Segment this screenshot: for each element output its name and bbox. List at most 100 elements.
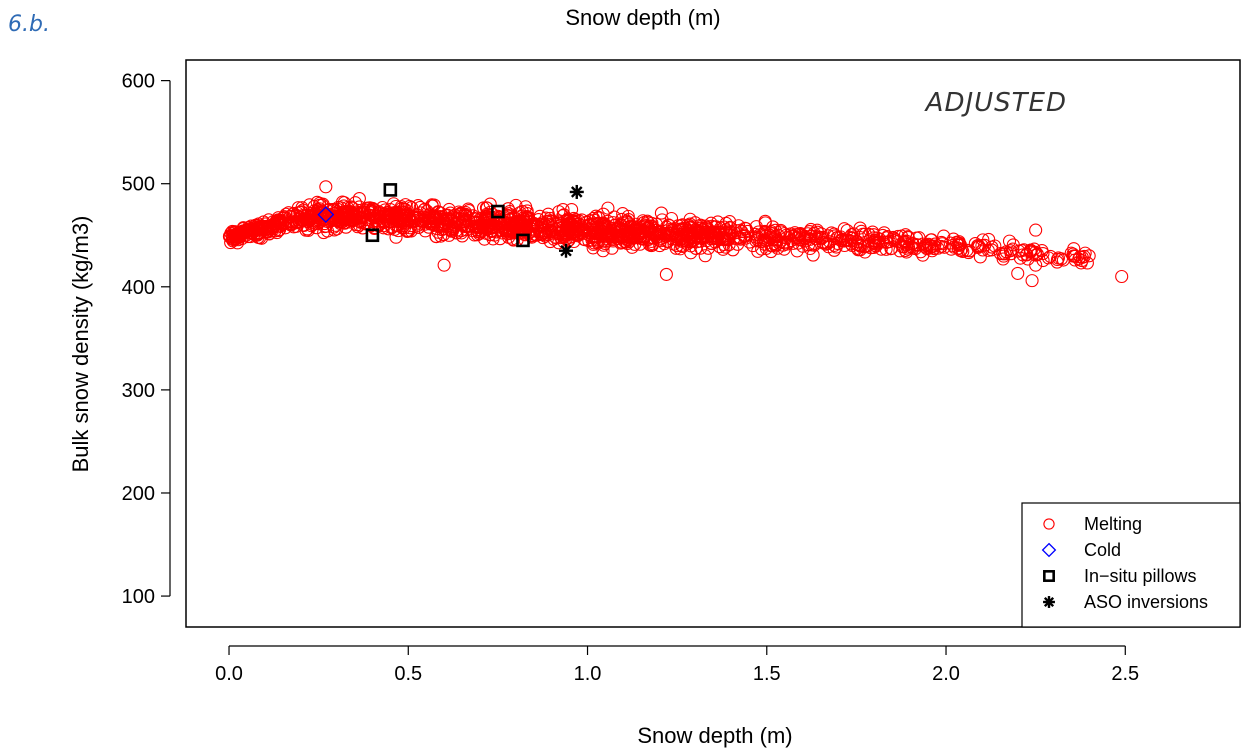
y-tick-label: 400 [122, 277, 155, 299]
melting-point [507, 225, 521, 239]
melting-point [437, 258, 451, 272]
melting-point [398, 213, 412, 227]
melting-point [739, 222, 753, 236]
melting-point [293, 205, 307, 219]
melting-point [709, 220, 723, 234]
melting-point [815, 230, 829, 244]
melting-point [1029, 223, 1043, 237]
melting-point [769, 239, 783, 253]
melting-point [389, 199, 403, 214]
y-tick-label: 500 [122, 174, 155, 196]
melting-point [982, 232, 996, 246]
melting-point [1054, 252, 1068, 266]
melting-point [237, 225, 251, 239]
melting-point [329, 218, 343, 232]
melting-point [318, 217, 332, 231]
melting-point [853, 243, 867, 257]
melting-point [698, 249, 712, 263]
melting-point [719, 240, 733, 254]
melting-point [633, 237, 647, 251]
melting-point [595, 221, 609, 236]
melting-point [258, 223, 272, 237]
melting-point [319, 180, 333, 194]
melting-point [514, 213, 528, 227]
melting-point [587, 217, 601, 231]
melting-point [586, 211, 601, 225]
melting-point [731, 237, 745, 251]
melting-point [1023, 245, 1037, 259]
melting-point [843, 230, 857, 244]
melting-point [1115, 269, 1129, 284]
melting-point [827, 238, 841, 252]
melting-point [999, 245, 1013, 259]
y-axis-title: Bulk snow density (kg/m3) [68, 216, 93, 473]
melting-point [1006, 238, 1020, 252]
melting-point [604, 230, 618, 244]
melting-point [492, 220, 506, 234]
melting-point [758, 216, 772, 230]
melting-point [358, 217, 372, 231]
melting-point [405, 209, 420, 224]
melting-point [389, 230, 403, 244]
melting-point [461, 202, 475, 216]
melting-point [442, 202, 456, 217]
melting-point [583, 214, 597, 228]
melting-point [287, 220, 301, 234]
x-tick-label: 2.5 [1111, 663, 1139, 685]
in-situ-pillows-point [383, 183, 398, 197]
melting-point [661, 218, 676, 232]
melting-point [560, 227, 574, 241]
melting-point [299, 223, 313, 237]
melting-point [854, 239, 868, 253]
melting-point [474, 224, 488, 238]
melting-point [717, 233, 732, 247]
melting-point [534, 227, 548, 241]
melting-point [1006, 242, 1020, 256]
melting-point [331, 205, 345, 219]
data-points [222, 180, 1129, 288]
melting-point [784, 227, 798, 241]
in-situ-pillows-point [491, 204, 505, 219]
melting-point [301, 206, 315, 220]
melting-point [591, 235, 605, 249]
melting-point [539, 211, 553, 225]
melting-point [439, 211, 454, 225]
y-axis: 100 200 300 400 500 600 [122, 71, 171, 608]
melting-point [756, 234, 770, 248]
melting-point [620, 236, 634, 251]
melting-point [876, 228, 890, 243]
melting-point [683, 212, 697, 226]
top-title-text: Snow depth (m) [565, 5, 721, 30]
legend-label: Melting [1084, 514, 1142, 534]
melting-point [1082, 249, 1096, 263]
melting-point [661, 235, 675, 249]
melting-point [934, 235, 949, 249]
melting-point [398, 198, 413, 212]
legend-marker [1043, 596, 1055, 608]
melting-point [654, 206, 668, 220]
x-axis: 0.0 0.5 1.0 1.5 2.0 2.5 [215, 645, 1139, 685]
melting-point [556, 209, 570, 223]
melting-point [271, 220, 285, 234]
melting-point [306, 213, 320, 227]
melting-point [542, 217, 556, 231]
melting-point [1029, 258, 1043, 272]
melting-point [880, 235, 894, 249]
melting-point [586, 222, 600, 236]
melting-point [317, 226, 331, 240]
melting-point [858, 227, 872, 241]
melting-point [952, 236, 966, 251]
melting-point [282, 215, 296, 229]
legend-marker [1043, 570, 1055, 582]
melting-point [611, 221, 625, 235]
legend-label: In−situ pillows [1084, 566, 1197, 586]
melting-point [996, 252, 1010, 266]
melting-point [898, 243, 912, 258]
melting-point [838, 233, 853, 247]
melting-point [791, 236, 805, 250]
melting-point [925, 244, 939, 258]
y-tick-label: 100 [122, 586, 155, 608]
melting-point [900, 238, 914, 252]
aso-inversions-point [569, 184, 584, 199]
x-tick-label: 1.0 [574, 663, 602, 685]
